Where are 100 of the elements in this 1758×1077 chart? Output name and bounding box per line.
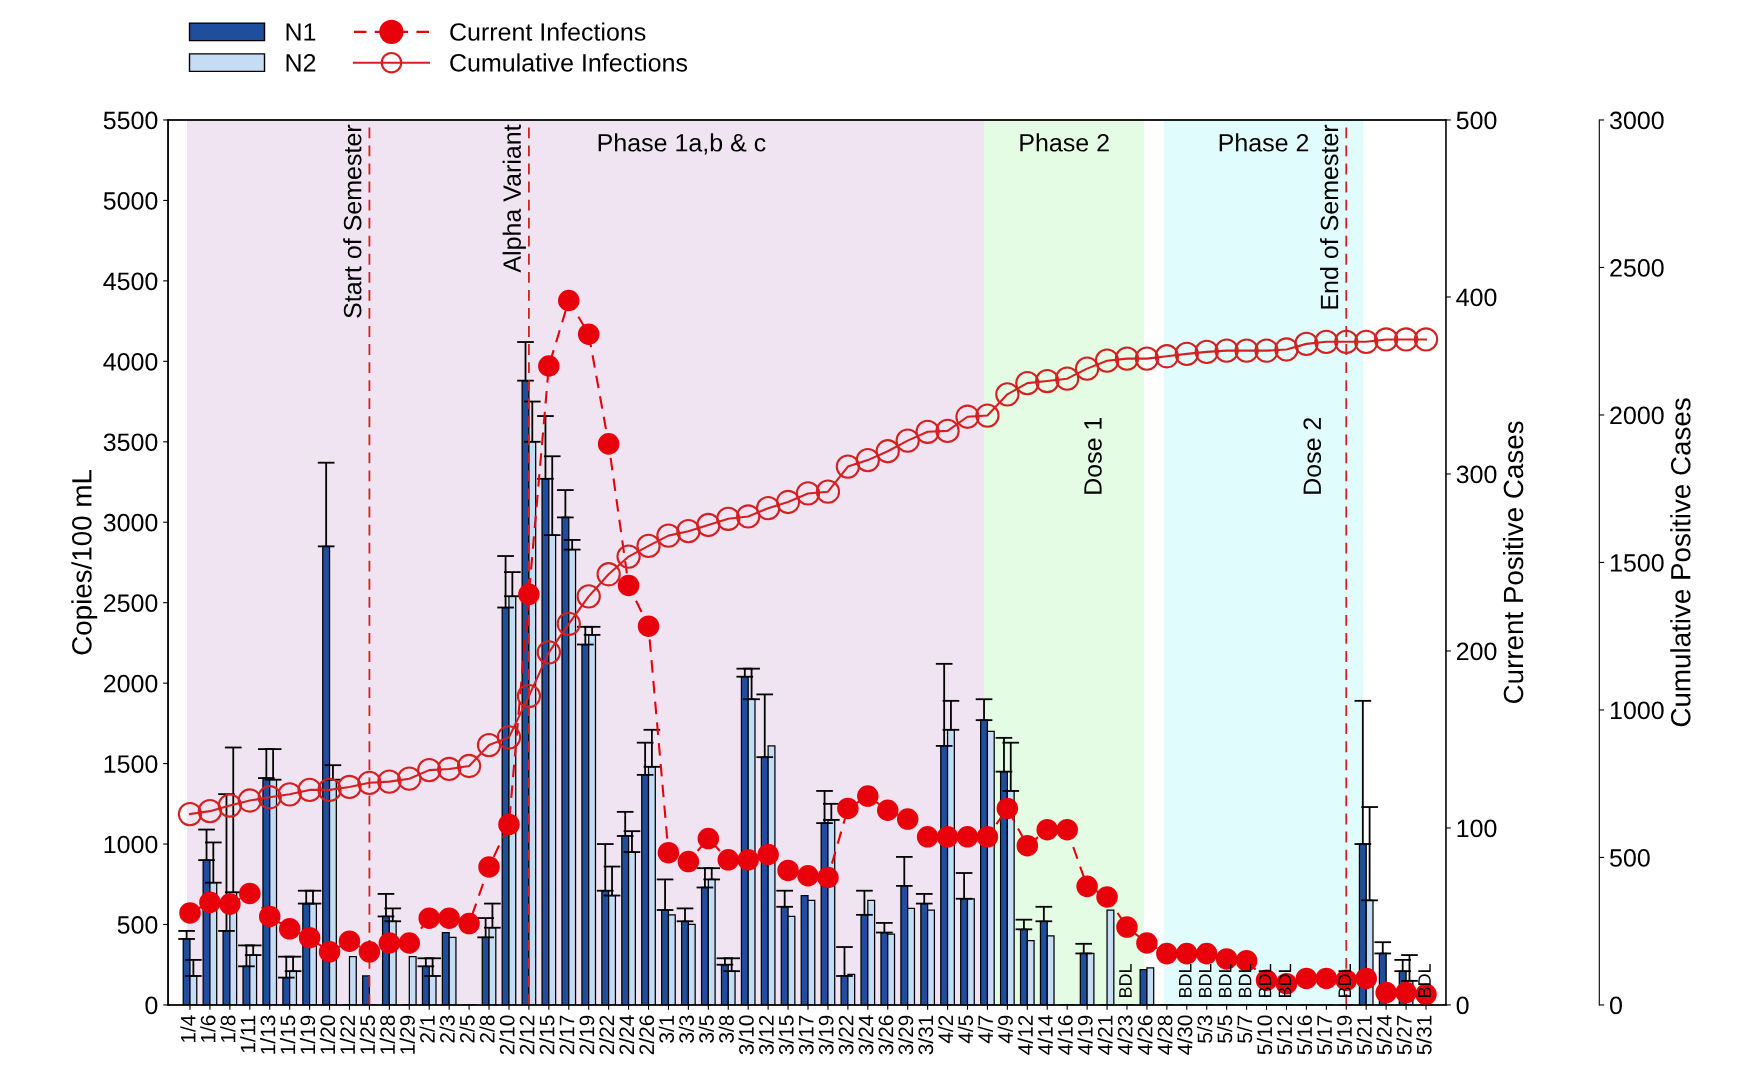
y-tick-label: 4500 [103,272,158,291]
x-tick-label: 4/16 [1057,1015,1073,1055]
y-tick-label: 2000 [103,674,158,693]
x-tick-label: 3/3 [678,1015,694,1043]
ref-line-label: End of Semester [1319,124,1339,309]
x-tick-label: 5/24 [1376,1015,1392,1055]
y-tick-label: 5000 [103,192,158,210]
legend-label: Current Infections [450,22,646,41]
x-tick-label: 1/19 [299,1015,316,1054]
x-tick-label: 2/24 [618,1015,635,1055]
x-tick-label: 3/26 [878,1015,894,1055]
y-axis-title: Copies/100 mL [71,469,98,655]
x-tick-label: 2/10 [499,1015,515,1055]
x-tick-label: 2/22 [598,1015,615,1055]
x-tick-label: 1/13 [260,1015,276,1054]
y3-tick-label: 0 [1610,996,1622,1015]
x-tick-label: 4/5 [957,1015,974,1044]
y2-tick-label: 200 [1456,642,1497,661]
x-tick-label: 5/12 [1276,1015,1293,1055]
text: BDL [1418,963,1431,998]
x-tick-label: 5/31 [1416,1015,1432,1055]
x-tick-label: 5/21 [1356,1015,1372,1055]
x-tick-label: 3/19 [818,1015,834,1055]
annotation: Dose 1 [1084,417,1102,494]
x-tick-label: 5/10 [1256,1015,1273,1055]
x-tick-label: 2/5 [459,1015,475,1043]
x-tick-label: 1/22 [339,1015,356,1054]
x-tick-label: 2/1 [419,1015,435,1043]
y2-axis-title: Current Positive Cases [1502,421,1524,704]
y-tick-label: 1500 [104,755,158,773]
x-tick-label: 4/26 [1137,1015,1153,1055]
y2-tick-label: 100 [1457,819,1497,838]
ref-line-label: Alpha Variant [502,124,526,273]
y3-tick-label: 1500 [1610,554,1664,572]
band-label: Phase 2 [1219,133,1309,152]
y-tick-label: 2500 [103,594,158,612]
x-tick-label: 5/7 [1236,1015,1253,1043]
y-tick-label: 3500 [103,433,158,452]
legend-label: N2 [286,53,316,72]
x-tick-label: 2/15 [539,1015,555,1055]
ref-line-label: Start of Semester [343,124,362,318]
y-tick-label: 5500 [103,111,158,130]
x-tick-label: 1/20 [319,1015,336,1054]
y2-tick-label: 400 [1456,288,1497,307]
text: BDL [1179,963,1192,998]
x-tick-label: 1/25 [359,1015,376,1054]
x-tick-label: 3/15 [778,1015,794,1055]
x-tick-label: 4/30 [1177,1015,1193,1055]
x-tick-label: 5/17 [1316,1015,1332,1055]
y3-tick-label: 1000 [1610,701,1664,720]
x-tick-label: 5/16 [1296,1015,1312,1055]
text: BDL [1338,963,1351,998]
x-tick-label: 3/29 [897,1015,914,1055]
y2-tick-label: 300 [1456,465,1497,484]
x-tick-label: 2/19 [579,1015,595,1055]
x-tick-label: 4/21 [1097,1015,1113,1055]
x-tick-label: 3/8 [718,1015,734,1043]
x-tick-label: 3/22 [838,1015,854,1055]
y-tick-label: 0 [145,996,158,1015]
x-tick-label: 2/12 [519,1015,535,1055]
x-tick-label: 3/17 [798,1015,814,1055]
x-tick-label: 4/12 [1017,1015,1033,1055]
y3-tick-label: 500 [1610,849,1650,867]
text: BDL [1119,963,1132,998]
x-tick-label: 4/14 [1037,1015,1053,1055]
y2-tick-label: 0 [1456,996,1469,1015]
text: BDL [1238,963,1252,998]
y-tick-label: 500 [117,916,158,934]
annotation: Dose 2 [1303,417,1322,494]
x-tick-label: 1/15 [279,1015,296,1054]
x-tick-label: 5/3 [1197,1015,1213,1043]
legend-label: Cumulative Infections [450,53,688,72]
x-tick-label: 5/19 [1336,1015,1352,1055]
x-tick-label: 1/11 [240,1015,256,1053]
y3-tick-label: 2000 [1610,406,1664,425]
x-tick-label: 2/17 [559,1015,575,1055]
x-tick-label: 4/2 [937,1015,954,1044]
x-tick-label: 3/31 [917,1015,934,1055]
x-tick-label: 3/24 [858,1015,874,1055]
y3-tick-label: 2500 [1610,259,1664,277]
band-label: Phase 2 [1020,133,1109,152]
x-tick-label: 4/28 [1157,1015,1173,1055]
y-tick-label: 4000 [103,352,158,371]
x-tick-label: 4/19 [1077,1015,1093,1055]
x-tick-label: 4/9 [997,1015,1013,1044]
x-tick-label: 4/23 [1117,1015,1133,1055]
y-tick-label: 3000 [103,513,158,532]
x-tick-label: 3/5 [698,1015,714,1043]
x-tick-label: 4/7 [977,1015,994,1044]
x-tick-label: 3/10 [738,1015,754,1055]
x-tick-label: 2/26 [638,1015,655,1055]
y-tick-label: 1000 [104,835,158,854]
x-tick-label: 2/3 [439,1015,455,1043]
x-tick-label: 5/5 [1216,1015,1233,1043]
x-tick-label: 1/4 [180,1015,196,1043]
x-tick-label: 1/28 [379,1015,395,1054]
x-tick-label: 3/1 [658,1015,675,1043]
text: BDL [1278,963,1292,998]
band-label: Phase 1a,b & c [598,133,766,155]
text: BDL [1198,963,1212,998]
